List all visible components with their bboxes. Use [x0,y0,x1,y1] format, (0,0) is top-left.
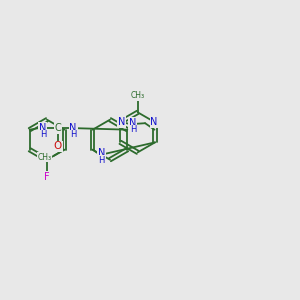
Text: N: N [118,117,125,127]
Text: H: H [40,130,46,140]
Text: N: N [70,123,77,133]
Text: N: N [98,148,105,158]
Text: CH₃: CH₃ [130,91,145,100]
Text: CH₃: CH₃ [37,153,51,162]
Text: H: H [70,130,77,140]
Text: N: N [151,117,158,127]
Text: O: O [54,142,62,152]
Text: H: H [130,125,136,134]
Text: N: N [129,118,136,128]
Text: N: N [39,123,46,133]
Text: F: F [44,172,50,182]
Text: H: H [99,155,105,164]
Text: C: C [55,123,61,133]
